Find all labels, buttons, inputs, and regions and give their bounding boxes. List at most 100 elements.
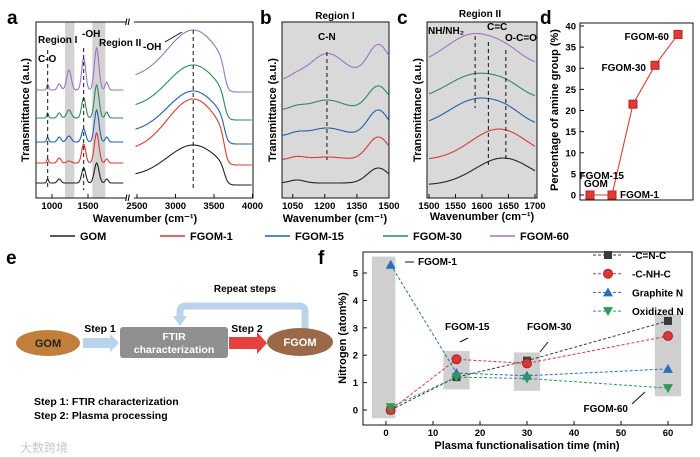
amine-point-FGOM-30 [650,60,660,70]
y-tick-label: 2 [353,351,358,362]
x-tick-label: 2500 [126,201,147,212]
annotation-oh-2: -OH [143,42,161,53]
x-tick-label: 0 [383,428,388,439]
y-tick-label: 5 [571,169,577,180]
spectrum-left-FGOM-60 [36,46,124,91]
step2-arrow [229,332,267,354]
x-tick-label: 1600 [471,201,492,212]
watermark-logo: 大数跨境 [20,440,68,455]
x-axis-label: Wavenumber (cm⁻¹) [283,213,388,225]
plot-frame [281,21,390,199]
spectrum-FGOM-1 [281,136,390,161]
spectrum-GOM [281,167,390,184]
y-tick-label: 10 [565,148,576,159]
y-tick-label: 4 [353,296,359,307]
fgom-node-label: FGOM [284,337,317,349]
y-tick-label: 15 [565,127,576,138]
annotation-nh-nh2: NH/NH₂ [428,26,464,37]
panel-label-d: d [540,8,552,29]
x-tick-label: 1050 [282,201,303,212]
x-tick-label: 40 [569,428,580,439]
group-label-FGOM-30: FGOM-30 [527,322,572,333]
legend-marker--C=N-C [604,251,612,259]
x-tick-label: 1500 [418,201,439,212]
spectrum-left-FGOM-30 [36,83,124,119]
spectrum-FGOM-15 [281,109,390,136]
annotation-c-o: C-O [38,54,57,65]
highlight-FGOM-1 [371,256,396,419]
panel-label-e: e [6,248,17,269]
y-axis-label: Transmittance (a.u.) [267,58,279,162]
amine-point-GOM [585,190,595,200]
legend-label-FGOM-1: FGOM-1 [190,231,233,243]
x-tick-label: 1500 [378,201,399,212]
panel-label-a: a [7,8,18,29]
x-tick-label: 1700 [524,201,545,212]
point--C-NH-C-60 [663,331,673,342]
legend-marker-Graphite N [603,287,613,297]
amine-point-FGOM-1 [607,190,617,200]
legend-label-Oxidized N: Oxidized N [632,307,684,318]
amine-point-FGOM-60 [673,29,683,39]
panel-label-f: f [318,248,325,269]
legend-marker--C-NH-C [603,268,613,279]
panel-e-process-diagram: Repeat steps GOM Step 1 FTIR characteriz… [16,284,333,455]
panel-label-b: b [260,8,272,29]
annotation-region-1: Region I [38,35,78,46]
spectrum-FGOM-60 [428,32,536,63]
region-band-2 [92,22,106,198]
spectrum-FGOM-30 [428,72,536,97]
legend-label-FGOM-30: FGOM-30 [413,231,462,243]
group-label-FGOM-1: FGOM-1 [418,257,457,268]
x-tick-label: 1650 [498,201,519,212]
panel-title: Region I [315,11,355,22]
y-tick-label: 30 [565,64,576,75]
point--C-NH-C-15 [451,354,462,365]
step1-label: Step 1 [84,323,116,335]
x-tick-label: 1200 [314,201,335,212]
axis-break-mark-top: // [125,17,131,27]
step2-label: Step 2 [231,323,263,335]
annotation-region-2: Region II [99,38,141,49]
axis-break-mark-bottom: // [125,193,131,203]
legend-label-FGOM-15: FGOM-15 [295,231,344,243]
annotation-oh-1: -OH [82,29,100,40]
x-tick-label: 1350 [346,201,367,212]
x-tick-label: 3500 [203,201,224,212]
x-tick-label: 20 [475,428,486,439]
gom-node [16,330,80,356]
spectrum-right-FGOM-1 [135,98,252,166]
legend-label-GOM: GOM [80,231,106,243]
x-tick-label: 60 [663,428,674,439]
step1-note: Step 1: FTIR characterization [34,396,179,408]
x-axis-label: Plasma functionalisation time (min) [434,440,620,452]
repeat-arrow-head [173,316,187,326]
oh-arrow [164,31,183,43]
annotation-o-c-o: O-C=O [505,33,537,44]
point-label-FGOM-60: FGOM-60 [625,32,670,43]
spectrum-FGOM-1 [428,128,536,160]
point-Oxidized N-15 [451,373,462,383]
x-tick-label: 1500 [77,201,98,212]
legend-label-FGOM-60: FGOM-60 [520,231,569,243]
legend-label--C-NH-C: -C-NH-C [632,270,671,281]
point-Oxidized N-1 [385,403,396,413]
x-tick-label: 1000 [41,201,62,212]
highlight-FGOM-60 [654,314,682,397]
point-label-FGOM-30: FGOM-30 [602,63,647,74]
series-legend: GOM FGOM-1 FGOM-15 FGOM-30 FGOM-60 [50,231,569,243]
legend-marker-Oxidized N [603,307,613,317]
point-label-FGOM-1: FGOM-1 [620,190,659,201]
panel-d-amine-percentage: 0 5 10 15 20 25 30 35 40 GOM FGOM-1 FGOM-15 FGOM-30 F… [549,22,694,202]
point--C-NH-C-30 [522,358,532,369]
point-Graphite N-60 [663,363,673,373]
point-Oxidized N-30 [522,374,532,384]
step2-note: Step 2: Plasma processing [34,410,168,422]
annotation-c-c: C=C [487,22,507,33]
y-axis-label: Nitrogen (atom%) [337,292,349,384]
legend-label--C=N-C: -C=N-C [632,251,666,262]
y-axis-label: Transmittance (a.u.) [412,58,424,162]
spectrum-GOM [428,157,536,185]
